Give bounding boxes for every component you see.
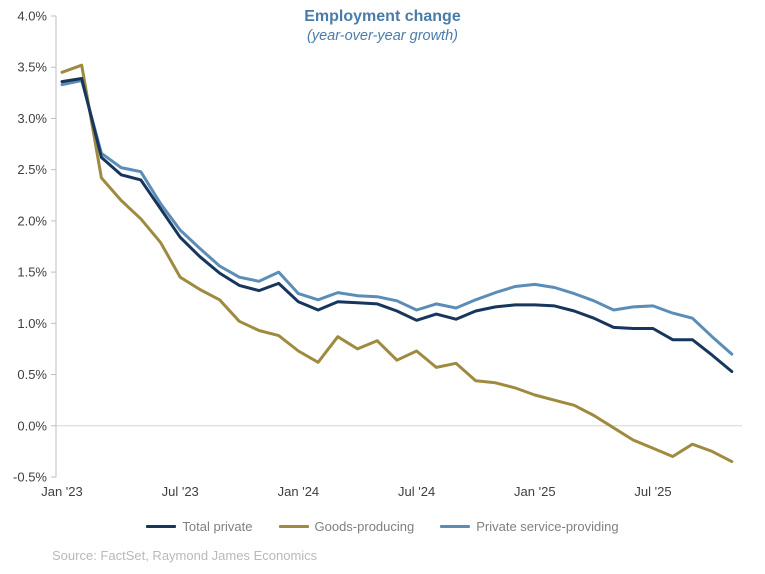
y-tick-label: 2.5% — [17, 162, 47, 177]
legend-item-goods-producing: Goods-producing — [278, 519, 415, 534]
x-tick-label: Jul '24 — [398, 484, 435, 499]
private-service-providing-line — [60, 79, 734, 356]
legend-label-goods-producing: Goods-producing — [314, 519, 415, 534]
y-tick-label: 1.5% — [17, 265, 47, 280]
y-tick-label: 1.0% — [17, 316, 47, 331]
legend: Total private Goods-producing Private se… — [0, 519, 765, 534]
x-tick-label: Jan '23 — [41, 484, 83, 499]
x-tick-label: Jan '24 — [278, 484, 320, 499]
source-attribution: Source: FactSet, Raymond James Economics — [52, 548, 318, 563]
legend-item-private-service-providing: Private service-providing — [440, 519, 619, 534]
total-private-line — [60, 77, 734, 373]
x-tick-label: Jan '25 — [514, 484, 556, 499]
legend-label-total-private: Total private — [182, 519, 253, 534]
y-tick-label: 3.5% — [17, 60, 47, 75]
y-tick-label: 0.5% — [17, 367, 47, 382]
x-tick-label: Jul '25 — [634, 484, 671, 499]
y-tick-label: 4.0% — [17, 9, 47, 24]
y-tick-label: 2.0% — [17, 213, 47, 228]
x-tick-label: Jul '23 — [162, 484, 199, 499]
y-tick-label: -0.5% — [13, 470, 47, 485]
chart-title: Employment change — [304, 8, 461, 25]
legend-swatch-total-private — [146, 525, 177, 528]
legend-label-private-service-providing: Private service-providing — [476, 519, 619, 534]
legend-swatch-goods-producing — [278, 525, 309, 528]
goods-producing-line — [60, 63, 734, 464]
chart-header: Employment change (year-over-year growth… — [0, 7, 765, 45]
y-tick-label: 3.0% — [17, 111, 47, 126]
chart-subtitle: (year-over-year growth) — [307, 28, 458, 44]
legend-swatch-private-service-providing — [440, 525, 471, 528]
legend-item-total-private: Total private — [146, 519, 253, 534]
y-tick-label: 0.0% — [17, 418, 47, 433]
